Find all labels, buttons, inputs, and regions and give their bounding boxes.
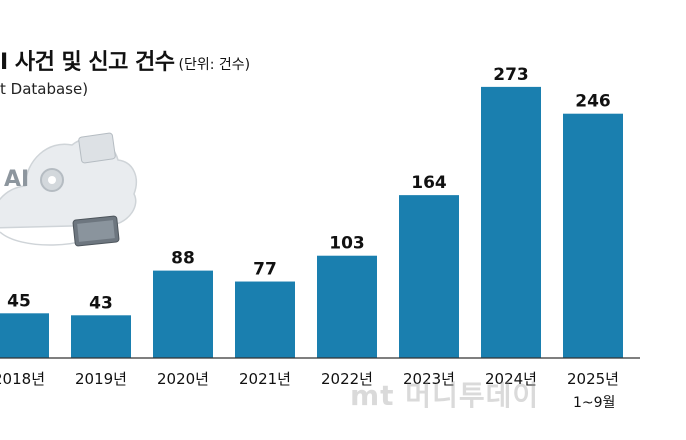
bar-2023년 — [399, 195, 459, 358]
footnote: 1~9월 — [573, 395, 616, 411]
bars-group — [0, 86, 623, 359]
category-label: 2022년 — [321, 370, 373, 388]
value-label: 273 — [493, 65, 529, 85]
value-label: 246 — [575, 92, 611, 112]
bar-2019년 — [71, 315, 131, 358]
ai-cloud-gear-icon: AI — [0, 132, 138, 247]
category-label: 2025년 — [567, 370, 619, 388]
chart-title: I 사건 및 신고 건수 (단위: 건수) — [0, 44, 250, 76]
value-label: 103 — [329, 234, 365, 254]
bar-2021년 — [235, 281, 295, 358]
value-label: 45 — [7, 291, 31, 311]
chart-unit: (단위: 건수) — [178, 57, 251, 73]
value-label: 88 — [171, 249, 195, 269]
value-labels-group: 45 43 88 77 103 164 273 246 — [7, 65, 611, 313]
category-label: 2023년 — [403, 370, 455, 388]
chart-source: t Database) — [0, 80, 89, 98]
value-label: 164 — [411, 173, 447, 193]
bar-2018년 — [0, 313, 49, 358]
category-label: 2018년 — [0, 370, 45, 388]
category-label: 2019년 — [75, 370, 127, 388]
bar-2022년 — [317, 255, 377, 358]
ai-label: AI — [4, 167, 29, 192]
category-label: 2021년 — [239, 370, 291, 388]
bar-2025년 — [563, 113, 623, 358]
value-label: 77 — [253, 260, 277, 280]
category-label: 2024년 — [485, 370, 537, 388]
chart-title-text: I 사건 및 신고 건수 — [0, 50, 175, 75]
bar-2020년 — [153, 270, 213, 358]
watermark: mt 머니투데이 — [350, 379, 540, 412]
category-label: 2020년 — [157, 370, 209, 388]
bar-2024년 — [481, 86, 541, 359]
value-label: 43 — [89, 293, 113, 313]
category-labels-group: 2018년 2019년 2020년 2021년 2022년 2023년 2024년 2025년 — [0, 370, 619, 388]
